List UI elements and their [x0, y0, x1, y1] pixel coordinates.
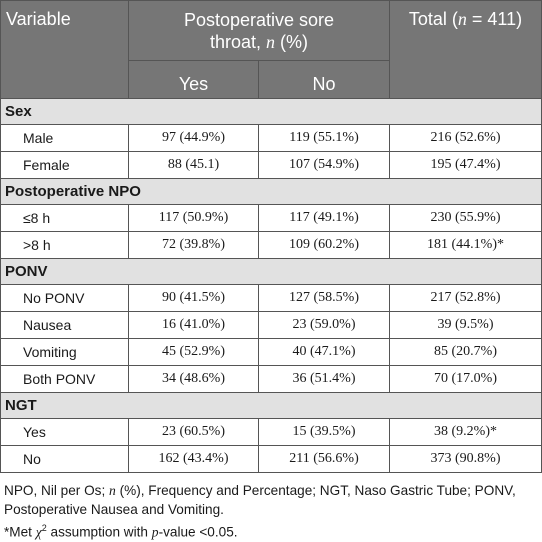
footnote-n-symbol: n — [109, 483, 116, 498]
header-no: No — [258, 60, 390, 99]
header-n-symbol: n — [266, 31, 276, 52]
header-total-b: = 411) — [466, 9, 523, 29]
cell-yes: 162 (43.4%) — [128, 445, 259, 473]
results-table: Variable Postoperative sore throat, n (%… — [0, 0, 542, 473]
table-row: Nausea 16 (41.0%) 23 (59.0%) 39 (9.5%) — [0, 311, 542, 339]
cell-no: 109 (60.2%) — [258, 231, 390, 259]
footnote-text: assumption with — [46, 524, 152, 540]
cell-no: 40 (47.1%) — [258, 338, 390, 366]
table-row: Vomiting 45 (52.9%) 40 (47.1%) 85 (20.7%… — [0, 338, 542, 366]
footnote-text: -value <0.05. — [158, 524, 238, 540]
row-label: Yes — [0, 418, 129, 446]
row-label: No — [0, 445, 129, 473]
header-yes: Yes — [128, 60, 259, 99]
row-label: No PONV — [0, 284, 129, 312]
cell-yes: 34 (48.6%) — [128, 365, 259, 393]
cell-total: 216 (52.6%) — [389, 124, 542, 152]
row-label: Both PONV — [0, 365, 129, 393]
footnote-text: *Met — [4, 524, 36, 540]
footnote-chi-symbol: χ — [35, 524, 42, 540]
table-row: No PONV 90 (41.5%) 127 (58.5%) 217 (52.8… — [0, 284, 542, 312]
cell-no: 36 (51.4%) — [258, 365, 390, 393]
footnote-text: (%), Frequency and Percentage; NGT, Naso… — [115, 483, 516, 498]
cell-no: 117 (49.1%) — [258, 204, 390, 232]
cell-yes: 88 (45.1) — [128, 151, 259, 179]
cell-total: 373 (90.8%) — [389, 445, 542, 473]
section-title: Postoperative NPO — [0, 178, 542, 205]
header-sore-throat-line2a: throat, — [209, 31, 267, 52]
footnote-abbreviations: NPO, Nil per Os; n (%), Frequency and Pe… — [4, 481, 540, 500]
footnote-text: NPO, Nil per Os; — [4, 483, 109, 498]
cell-no: 211 (56.6%) — [258, 445, 390, 473]
header-variable: Variable — [0, 0, 129, 99]
footnote-abbreviations-cont: Postoperative Nausea and Vomiting. — [4, 502, 224, 517]
cell-no: 15 (39.5%) — [258, 418, 390, 446]
table-row: Yes 23 (60.5%) 15 (39.5%) 38 (9.2%)* — [0, 418, 542, 446]
row-label: Nausea — [0, 311, 129, 339]
cell-total: 181 (44.1%)* — [389, 231, 542, 259]
row-label: ≤8 h — [0, 204, 129, 232]
header-total-n: n — [457, 9, 467, 29]
cell-total: 217 (52.8%) — [389, 284, 542, 312]
footnote-superscript: 2 — [41, 523, 47, 533]
row-label: Vomiting — [0, 338, 129, 366]
cell-yes: 97 (44.9%) — [128, 124, 259, 152]
row-label: >8 h — [0, 231, 129, 259]
cell-no: 127 (58.5%) — [258, 284, 390, 312]
header-sore-throat-line1: Postoperative sore — [183, 9, 335, 30]
footnote-significance: *Met χ2 assumption with p-value <0.05. — [4, 519, 540, 542]
section-title: Sex — [0, 98, 542, 125]
table-footnote: NPO, Nil per Os; n (%), Frequency and Pe… — [4, 481, 540, 542]
row-label: Female — [0, 151, 129, 179]
header-sore-throat: Postoperative sore throat, n (%) — [128, 0, 390, 61]
table-row: Both PONV 34 (48.6%) 36 (51.4%) 70 (17.0… — [0, 365, 542, 393]
section-title: NGT — [0, 392, 542, 419]
table-row: Male 97 (44.9%) 119 (55.1%) 216 (52.6%) — [0, 124, 542, 152]
cell-yes: 45 (52.9%) — [128, 338, 259, 366]
table-row: >8 h 72 (39.8%) 109 (60.2%) 181 (44.1%)* — [0, 231, 542, 259]
cell-total: 39 (9.5%) — [389, 311, 542, 339]
header-total-a: Total ( — [408, 9, 458, 29]
cell-yes: 72 (39.8%) — [128, 231, 259, 259]
cell-yes: 117 (50.9%) — [128, 204, 259, 232]
footnote-p-symbol: p — [151, 524, 159, 540]
cell-yes: 16 (41.0%) — [128, 311, 259, 339]
table-row: Female 88 (45.1) 107 (54.9%) 195 (47.4%) — [0, 151, 542, 179]
cell-no: 107 (54.9%) — [258, 151, 390, 179]
table-row: No 162 (43.4%) 211 (56.6%) 373 (90.8%) — [0, 445, 542, 473]
cell-total: 70 (17.0%) — [389, 365, 542, 393]
cell-total: 230 (55.9%) — [389, 204, 542, 232]
cell-yes: 23 (60.5%) — [128, 418, 259, 446]
cell-total: 38 (9.2%)* — [389, 418, 542, 446]
section-title: PONV — [0, 258, 542, 285]
header-total: Total (n = 411) — [389, 0, 542, 99]
cell-total: 195 (47.4%) — [389, 151, 542, 179]
header-sore-throat-line2b: (%) — [275, 31, 309, 52]
cell-no: 23 (59.0%) — [258, 311, 390, 339]
table-row: ≤8 h 117 (50.9%) 117 (49.1%) 230 (55.9%) — [0, 204, 542, 232]
cell-total: 85 (20.7%) — [389, 338, 542, 366]
row-label: Male — [0, 124, 129, 152]
cell-no: 119 (55.1%) — [258, 124, 390, 152]
cell-yes: 90 (41.5%) — [128, 284, 259, 312]
